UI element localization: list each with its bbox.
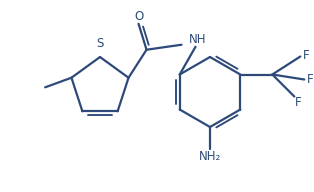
Text: O: O [134,10,143,23]
Text: NH₂: NH₂ [199,151,221,164]
Text: S: S [96,37,104,50]
Text: F: F [303,49,310,62]
Text: NH: NH [188,33,206,46]
Text: F: F [307,73,314,86]
Text: F: F [295,96,302,109]
